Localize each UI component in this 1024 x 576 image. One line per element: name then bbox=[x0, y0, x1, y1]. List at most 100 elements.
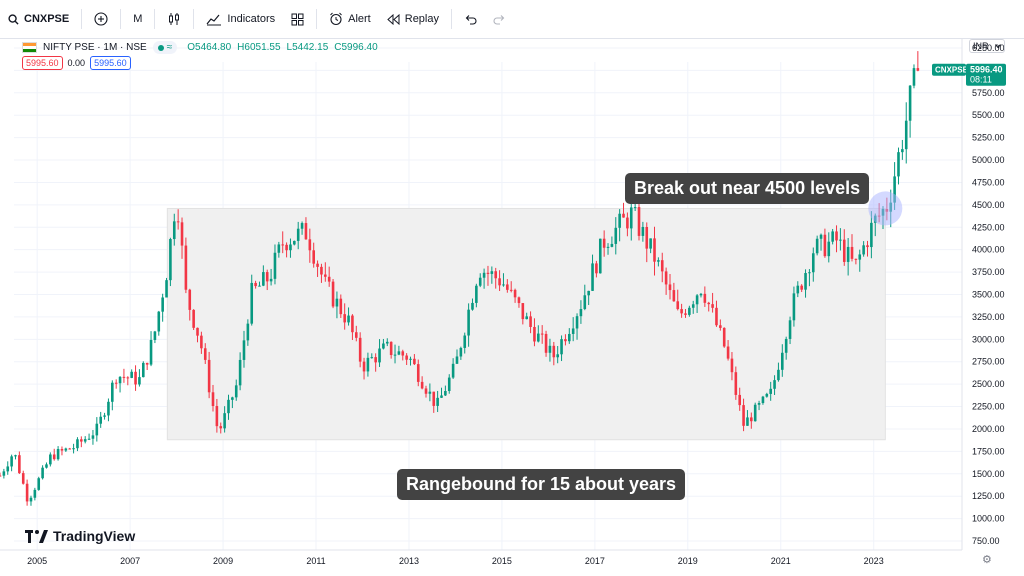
candle-up bbox=[571, 328, 575, 334]
candle-down bbox=[850, 246, 854, 259]
candle-up bbox=[591, 263, 594, 291]
search-icon bbox=[8, 13, 19, 25]
candle-down bbox=[320, 266, 323, 275]
candle-up bbox=[409, 358, 412, 360]
redo-icon bbox=[493, 14, 505, 25]
symbol-search-button[interactable]: CNXPSE bbox=[0, 0, 77, 38]
price-axis-label: 1500.00 bbox=[972, 469, 1005, 479]
buy-price-button[interactable]: 5995.60 bbox=[90, 56, 131, 70]
replay-button[interactable]: Replay bbox=[379, 0, 447, 38]
chart-settings-button[interactable]: ⚙ bbox=[982, 553, 992, 566]
candle-up bbox=[14, 455, 17, 457]
price-axis-label: 3250.00 bbox=[972, 312, 1005, 322]
candle-down bbox=[509, 289, 513, 291]
legend-low: L5442.15 bbox=[286, 42, 329, 53]
time-axis-label: 2009 bbox=[213, 556, 233, 566]
candle-down bbox=[529, 316, 532, 327]
candle-up bbox=[269, 278, 273, 282]
undo-button[interactable] bbox=[456, 0, 485, 38]
candle-up bbox=[482, 272, 486, 278]
candle-up bbox=[169, 239, 172, 281]
price-axis-label: 4250.00 bbox=[972, 222, 1005, 232]
alert-button[interactable]: Alert bbox=[321, 0, 379, 38]
bar-countdown: 08:11 bbox=[970, 75, 992, 85]
toolbar-divider bbox=[451, 9, 452, 29]
candle-up bbox=[537, 333, 540, 342]
candle-up bbox=[773, 380, 776, 389]
time-axis-label: 2011 bbox=[306, 556, 325, 566]
candle-down bbox=[324, 274, 327, 277]
candle-down bbox=[285, 244, 288, 251]
candle-down bbox=[715, 307, 718, 326]
tradingview-logo-icon bbox=[25, 529, 48, 543]
tradingview-logo[interactable]: TradingView bbox=[25, 528, 135, 544]
candle-up bbox=[606, 246, 610, 248]
grid-icon bbox=[291, 13, 304, 25]
price-axis[interactable]: 750.00 1000.00 1250.00 1500.00 1750.00 2000.0… bbox=[961, 39, 1005, 550]
candle-down bbox=[219, 426, 223, 429]
candle-up bbox=[172, 221, 176, 240]
candle-down bbox=[533, 326, 536, 342]
candle-up bbox=[699, 293, 703, 296]
candle-down bbox=[564, 339, 567, 342]
price-axis-label: 750.00 bbox=[972, 536, 1000, 546]
alert-label: Alert bbox=[348, 13, 371, 25]
candle-down bbox=[312, 250, 315, 264]
spread-value: 0.00 bbox=[67, 58, 86, 68]
candlestick-icon bbox=[169, 13, 180, 25]
candle-down bbox=[203, 348, 207, 360]
candle-down bbox=[80, 439, 83, 442]
candle-up bbox=[753, 404, 757, 422]
candle-down bbox=[637, 207, 641, 236]
candle-down bbox=[68, 448, 72, 450]
candle-up bbox=[575, 316, 579, 329]
candle-up bbox=[792, 293, 796, 321]
time-axis[interactable]: 2005 2007 2009 2011 2013 2015 2017 2019 2021 2023 bbox=[0, 549, 962, 566]
candle-down bbox=[664, 271, 668, 285]
candle-up bbox=[440, 395, 443, 398]
redo-button[interactable] bbox=[485, 0, 514, 38]
candle-down bbox=[420, 381, 424, 389]
currency-select[interactable]: INR bbox=[969, 39, 1005, 53]
compare-symbol-button[interactable] bbox=[86, 0, 116, 38]
indicators-button[interactable]: Indicators bbox=[198, 0, 283, 38]
time-axis-label: 2017 bbox=[585, 556, 605, 566]
legend-title[interactable]: NIFTY PSE · 1M · NSE bbox=[43, 42, 147, 53]
toolbar-divider bbox=[316, 9, 318, 29]
undo-icon bbox=[465, 14, 477, 25]
candle-up bbox=[827, 241, 831, 257]
candle-up bbox=[103, 415, 106, 417]
candle-down bbox=[215, 406, 219, 427]
breakout-marker bbox=[868, 191, 903, 226]
candle-up bbox=[567, 333, 571, 342]
candle-down bbox=[114, 382, 118, 384]
candle-up bbox=[870, 222, 873, 248]
market-status-badge[interactable]: ≈ bbox=[152, 41, 178, 54]
time-axis-label: 2007 bbox=[120, 556, 140, 566]
time-axis-label: 2021 bbox=[771, 556, 791, 566]
last-price-symbol: CNXPSE bbox=[935, 66, 969, 75]
candle-down bbox=[680, 309, 683, 314]
india-flag-icon bbox=[22, 42, 37, 53]
candle-down bbox=[122, 376, 126, 378]
candle-down bbox=[684, 313, 687, 315]
price-axis-label: 3000.00 bbox=[972, 334, 1005, 344]
layouts-button[interactable] bbox=[283, 0, 312, 38]
price-axis-label: 3750.00 bbox=[972, 267, 1005, 277]
candle-up bbox=[858, 254, 862, 260]
price-axis-label: 2250.00 bbox=[972, 402, 1005, 412]
candle-up bbox=[2, 471, 6, 476]
candle-down bbox=[544, 333, 548, 353]
candle-up bbox=[781, 352, 784, 370]
candle-up bbox=[227, 399, 230, 414]
candle-down bbox=[711, 304, 714, 308]
candle-up bbox=[107, 401, 110, 416]
chart-type-button[interactable] bbox=[159, 0, 189, 38]
candle-down bbox=[207, 359, 211, 393]
candle-up bbox=[72, 448, 75, 450]
candle-up bbox=[901, 149, 904, 153]
candle-up bbox=[757, 403, 761, 405]
sell-price-button[interactable]: 5995.60 bbox=[22, 56, 63, 70]
interval-button[interactable]: M bbox=[125, 0, 150, 38]
